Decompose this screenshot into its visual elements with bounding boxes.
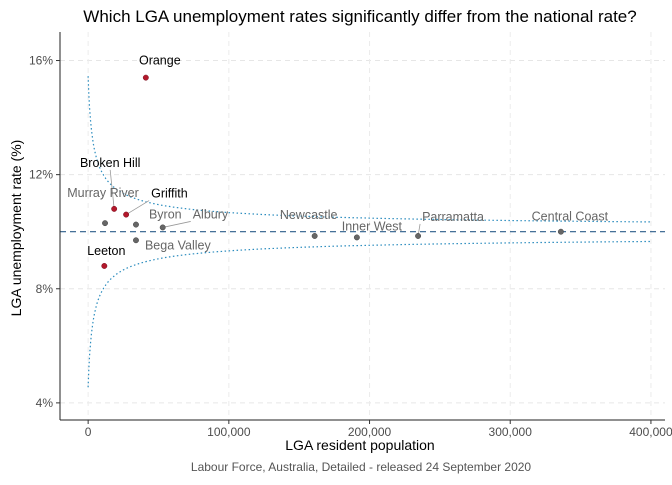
label-murray-river: Murray River bbox=[67, 186, 139, 200]
y-tick-label: 16% bbox=[29, 54, 53, 68]
point-orange bbox=[142, 74, 149, 81]
label-byron: Byron bbox=[149, 208, 182, 222]
point-labels: Orange Broken Hill Griffith Leeton Murray Ri… bbox=[67, 54, 608, 258]
point-leeton bbox=[101, 262, 108, 269]
significance-band bbox=[87, 76, 651, 388]
y-axis-title: LGA unemployment rate (%) bbox=[8, 140, 24, 317]
y-tick-label: 12% bbox=[29, 168, 53, 182]
label-bega-valley: Bega Valley bbox=[145, 238, 212, 252]
grid-layer bbox=[60, 32, 665, 420]
label-albury: Albury bbox=[193, 207, 229, 221]
point-newcastle bbox=[311, 233, 318, 239]
label-leaders bbox=[109, 169, 421, 237]
label-broken-hill: Broken Hill bbox=[80, 156, 140, 170]
x-tick-label: 400,000 bbox=[629, 425, 672, 439]
x-axis-title: LGA resident population bbox=[285, 437, 434, 453]
point-murray-river bbox=[102, 220, 108, 227]
x-tick-label: 200,000 bbox=[348, 425, 392, 439]
leader-broken-hill bbox=[109, 169, 115, 209]
y-tick-label: 8% bbox=[36, 282, 54, 296]
point-bega-valley bbox=[133, 237, 139, 244]
point-albury bbox=[159, 224, 166, 231]
y-tick-label: 4% bbox=[36, 396, 54, 410]
label-newcastle: Newcastle bbox=[280, 208, 338, 222]
point-broken-hill bbox=[111, 205, 118, 212]
point-byron bbox=[133, 221, 139, 228]
upper-significance-curve bbox=[87, 76, 651, 223]
leader-albury bbox=[162, 221, 191, 228]
point-central-coast bbox=[557, 228, 564, 235]
chart-title: Which LGA unemployment rates significant… bbox=[83, 7, 636, 26]
x-tick-label: 0 bbox=[85, 425, 92, 439]
label-griffith: Griffith bbox=[151, 187, 188, 201]
x-tick-label: 100,000 bbox=[207, 425, 251, 439]
point-parramatta bbox=[415, 233, 422, 239]
label-orange: Orange bbox=[139, 54, 181, 68]
label-parramatta: Parramatta bbox=[422, 210, 484, 224]
label-central-coast: Central Coast bbox=[532, 210, 609, 224]
label-inner-west: Inner West bbox=[342, 219, 403, 233]
axes: 4% 8% 12% 16% 0 100,000 200,000 300,000 400,000 bbox=[29, 32, 672, 439]
point-inner-west bbox=[353, 234, 360, 241]
data-points bbox=[101, 74, 564, 269]
point-griffith bbox=[123, 211, 130, 218]
x-tick-label: 300,000 bbox=[489, 425, 533, 439]
leader-griffith bbox=[125, 200, 150, 215]
label-leeton: Leeton bbox=[87, 244, 125, 258]
chart-caption: Labour Force, Australia, Detailed - rele… bbox=[191, 460, 532, 474]
lower-significance-curve bbox=[87, 240, 651, 388]
